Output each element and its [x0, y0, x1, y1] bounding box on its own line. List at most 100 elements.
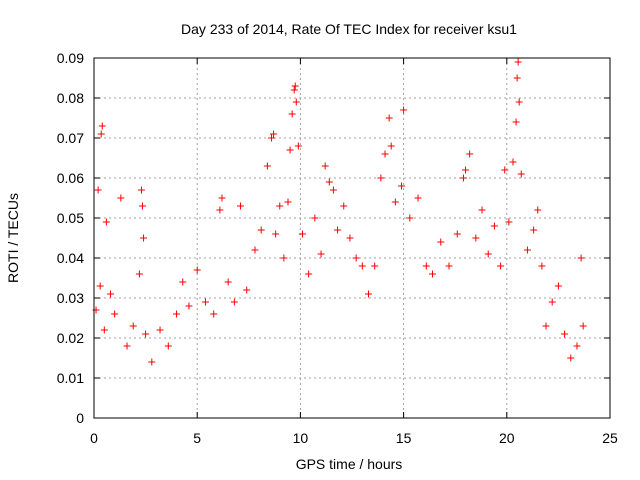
data-point — [329, 186, 337, 194]
data-point — [218, 194, 226, 202]
data-point — [567, 354, 575, 362]
axis-ticks — [93, 57, 611, 419]
data-point — [445, 262, 453, 270]
data-point — [377, 174, 385, 182]
x-tick-label: 5 — [193, 430, 201, 446]
data-point — [286, 146, 294, 154]
data-point — [497, 262, 505, 270]
data-point — [321, 162, 329, 170]
data-point — [325, 178, 333, 186]
data-point — [291, 82, 299, 90]
data-point — [164, 342, 172, 350]
data-point — [298, 230, 306, 238]
data-point — [334, 226, 342, 234]
data-point — [292, 98, 300, 106]
data-point — [137, 186, 145, 194]
data-point — [381, 150, 389, 158]
data-point — [129, 322, 137, 330]
data-point — [478, 206, 486, 214]
y-tick-label: 0.03 — [57, 290, 84, 306]
data-point — [523, 246, 531, 254]
data-point — [358, 262, 366, 270]
data-point — [117, 194, 125, 202]
data-point — [391, 198, 399, 206]
data-point — [270, 130, 278, 138]
data-point — [98, 122, 106, 130]
x-tick-label: 15 — [396, 430, 412, 446]
data-point — [406, 214, 414, 222]
data-point — [437, 238, 445, 246]
data-point — [305, 270, 313, 278]
data-point — [530, 226, 538, 234]
data-point — [280, 254, 288, 262]
data-point — [288, 110, 296, 118]
y-tick-label: 0.06 — [57, 170, 84, 186]
data-point — [268, 134, 276, 142]
data-point — [173, 310, 181, 318]
data-point — [290, 86, 298, 94]
data-point — [193, 266, 201, 274]
data-point — [100, 326, 108, 334]
data-point — [462, 166, 470, 174]
data-point — [102, 218, 110, 226]
x-tick-label: 10 — [293, 430, 309, 446]
data-point — [512, 118, 520, 126]
data-point — [272, 230, 280, 238]
data-point — [505, 218, 513, 226]
data-point — [534, 206, 542, 214]
data-point — [148, 358, 156, 366]
data-point — [135, 270, 143, 278]
data-point — [561, 330, 569, 338]
y-tick-label: 0.07 — [57, 130, 84, 146]
data-point — [466, 150, 474, 158]
data-point — [311, 214, 319, 222]
data-point — [257, 226, 265, 234]
y-tick-label: 0 — [76, 410, 84, 426]
data-point — [548, 298, 556, 306]
data-point — [243, 286, 251, 294]
data-point — [387, 142, 395, 150]
y-tick-label: 0.02 — [57, 330, 84, 346]
data-point — [230, 298, 238, 306]
data-point — [472, 234, 480, 242]
data-point — [490, 222, 498, 230]
x-axis-label: GPS time / hours — [296, 456, 403, 472]
data-point — [111, 310, 119, 318]
data-point — [484, 250, 492, 258]
data-point — [156, 326, 164, 334]
data-point — [513, 74, 521, 82]
data-point — [573, 342, 581, 350]
data-point — [414, 194, 422, 202]
data-points — [92, 58, 587, 366]
data-point — [317, 250, 325, 258]
data-point — [371, 262, 379, 270]
data-point — [201, 298, 209, 306]
data-point — [514, 58, 522, 66]
data-point — [428, 270, 436, 278]
data-point — [97, 130, 105, 138]
data-point — [577, 254, 585, 262]
x-tick-label: 0 — [90, 430, 98, 446]
data-point — [398, 182, 406, 190]
data-point — [185, 302, 193, 310]
data-point — [352, 254, 360, 262]
data-point — [579, 322, 587, 330]
data-point — [123, 342, 131, 350]
data-point — [216, 206, 224, 214]
y-tick-label: 0.04 — [57, 250, 84, 266]
y-tick-label: 0.01 — [57, 370, 84, 386]
y-tick-label: 0.08 — [57, 90, 84, 106]
data-point — [276, 202, 284, 210]
data-point — [142, 330, 150, 338]
data-point — [515, 98, 523, 106]
data-point — [210, 310, 218, 318]
y-tick-label: 0.09 — [57, 50, 84, 66]
data-point — [538, 262, 546, 270]
y-axis-label: ROTI / TECUs — [5, 193, 21, 283]
data-point — [224, 278, 232, 286]
grid-lines — [94, 58, 610, 418]
data-point — [365, 290, 373, 298]
plot-frame — [93, 57, 611, 419]
data-point — [179, 278, 187, 286]
